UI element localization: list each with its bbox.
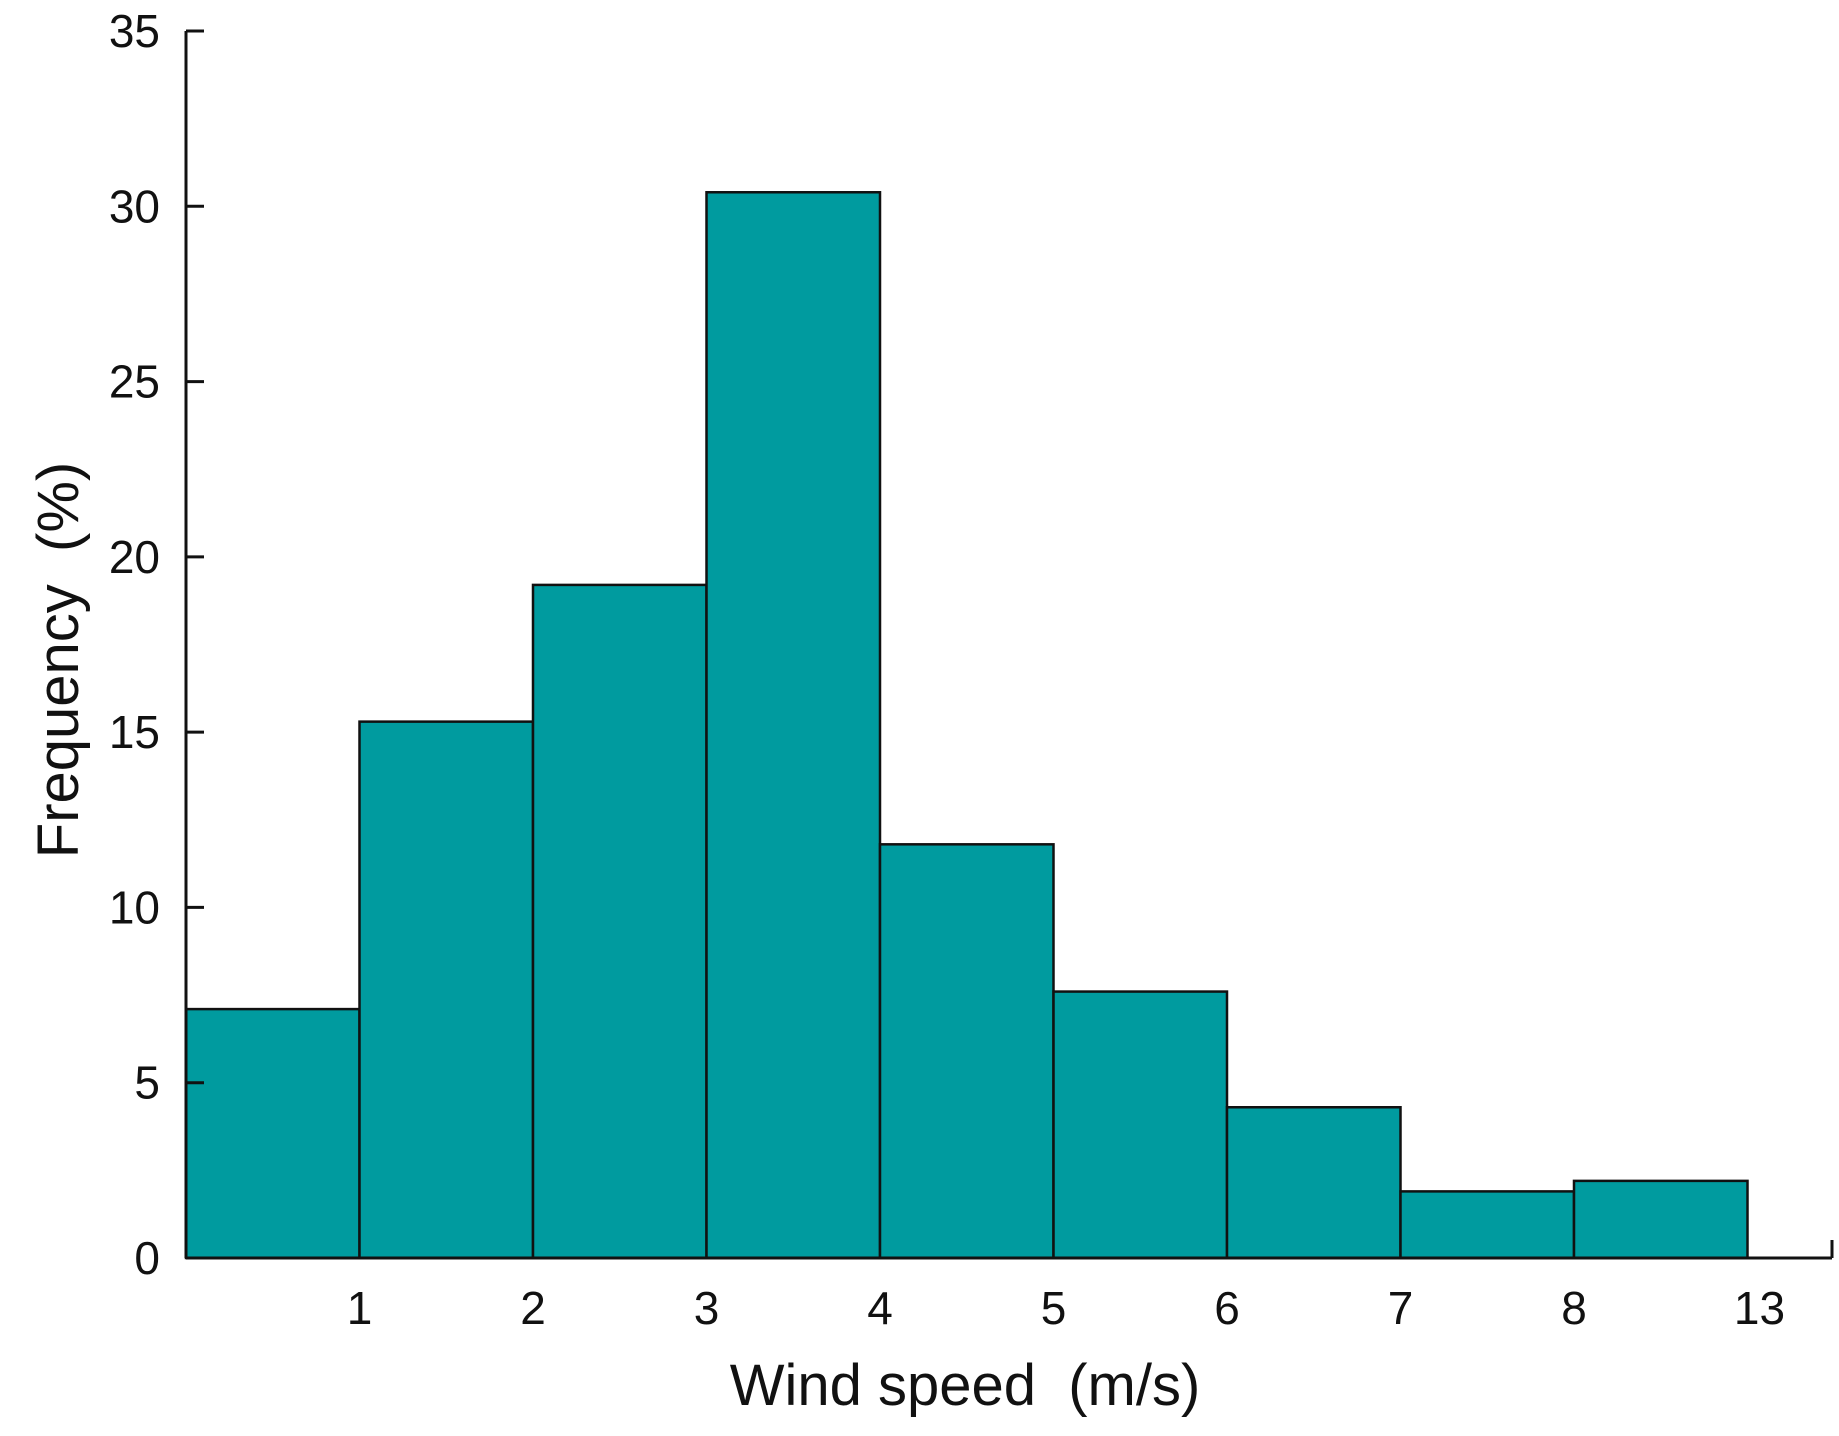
x-tick-label: 6: [1214, 1282, 1240, 1334]
histogram-bar: [184, 1007, 361, 1260]
y-axis-title: Frequency (%): [26, 462, 91, 858]
histogram-bar: [531, 583, 708, 1260]
axes-group: [184, 31, 1834, 1260]
y-tick-label: 25: [109, 356, 160, 408]
y-tick-label: 20: [109, 531, 160, 583]
histogram-bar: [1399, 1190, 1576, 1260]
y-tick-label: 30: [109, 180, 160, 232]
x-axis-title: Wind speed (m/s): [730, 1353, 1201, 1418]
histogram-bar: [1572, 1179, 1749, 1260]
x-ticks-group: 1 2 3 4 5 6 7 8 13: [347, 1282, 1785, 1334]
histogram-bar: [705, 191, 882, 1260]
y-tick-label: 35: [109, 5, 160, 57]
x-tick-label: 13: [1734, 1282, 1785, 1334]
x-tick-label: 1: [347, 1282, 373, 1334]
x-tick-label: 3: [694, 1282, 720, 1334]
y-ticks-group: 0 5 10 15 20 25 30 35: [109, 5, 204, 1284]
y-tick-label: 0: [134, 1232, 160, 1284]
x-tick-label: 5: [1041, 1282, 1067, 1334]
x-tick-label: 8: [1561, 1282, 1587, 1334]
x-tick-label: 7: [1388, 1282, 1414, 1334]
histogram-bar: [878, 843, 1055, 1260]
y-tick-label: 10: [109, 881, 160, 933]
x-tick-label: 2: [520, 1282, 546, 1334]
y-tick-label: 5: [134, 1057, 160, 1109]
x-tick-label: 4: [867, 1282, 893, 1334]
histogram-bar: [358, 720, 535, 1260]
bars-group: [184, 191, 1749, 1260]
histogram-bar: [1225, 1106, 1402, 1260]
y-tick-label: 15: [109, 706, 160, 758]
histogram-bar: [1052, 990, 1229, 1260]
